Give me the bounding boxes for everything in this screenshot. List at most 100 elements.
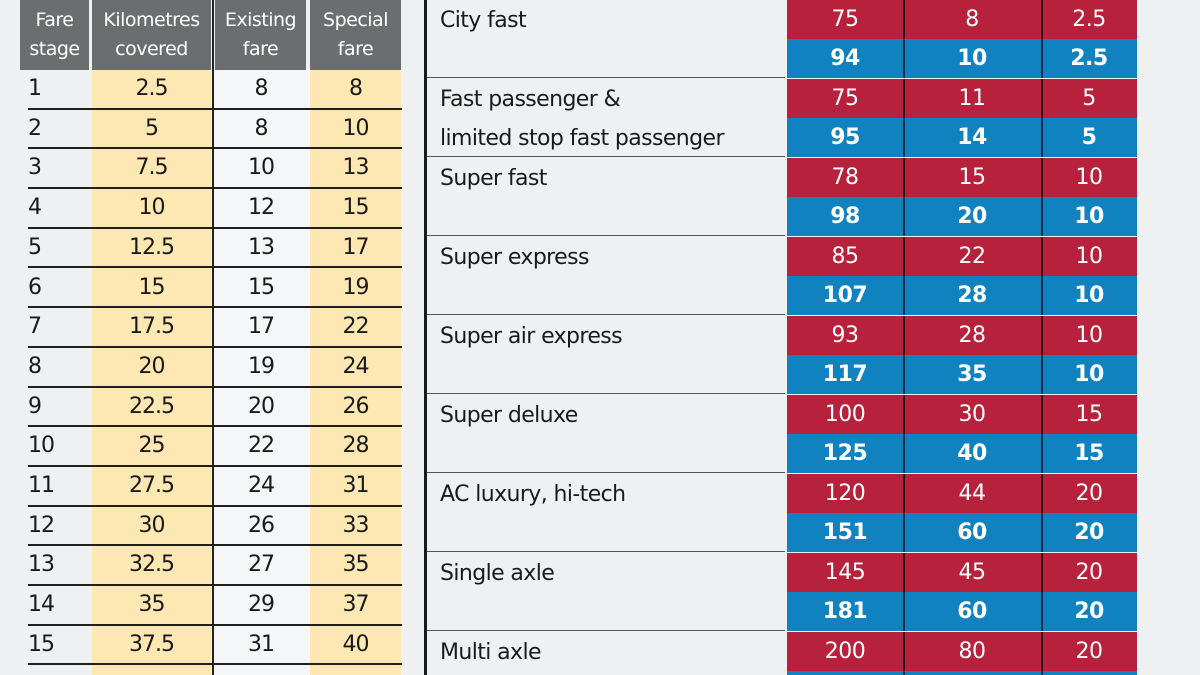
- column-divider: [1041, 474, 1043, 513]
- cell-stage: 5: [28, 234, 42, 260]
- row-divider: [28, 147, 402, 150]
- existing-value: 10: [1075, 165, 1104, 190]
- row-divider: [28, 107, 402, 110]
- cell-stage: 2: [28, 115, 42, 141]
- special-value: 151: [822, 520, 868, 545]
- column-divider: [903, 39, 905, 78]
- special-fare-row: 117 35 10: [787, 355, 1137, 394]
- column-divider: [1041, 276, 1043, 315]
- cell-special: 13: [342, 155, 370, 181]
- existing-value: 30: [958, 402, 987, 427]
- service-name: Super express: [440, 245, 589, 270]
- cell-existing: 8: [254, 115, 269, 141]
- header-existing-fare: Existing fare: [215, 0, 306, 70]
- special-value: 15: [1074, 441, 1104, 466]
- special-fare-row: 94 10 2.5: [787, 39, 1137, 78]
- column-divider: [1041, 316, 1043, 355]
- column-divider: [1041, 395, 1043, 434]
- table-row: 15 37.5 31 40: [0, 626, 402, 666]
- header-text: fare: [242, 38, 279, 60]
- table-row: 1 2.5 8 8: [0, 70, 402, 110]
- km-column-highlight: [92, 70, 211, 675]
- existing-value: 10: [1075, 323, 1104, 348]
- cell-km: 17.5: [129, 314, 175, 340]
- column-divider: [1041, 118, 1043, 157]
- service-label-cell: Fast passenger & limited stop fast passe…: [427, 78, 785, 157]
- special-value: 117: [822, 362, 868, 387]
- service-group: City fast 75 8 2.5 94 10 2.5: [424, 0, 1200, 78]
- column-divider: [903, 474, 905, 513]
- column-divider: [903, 553, 905, 592]
- existing-fare-row: 75 11 5: [787, 79, 1137, 118]
- service-label-cell: Multi axle: [427, 631, 785, 675]
- cell-existing: 20: [248, 393, 275, 419]
- table-row: 4 10 12 15: [0, 189, 402, 229]
- existing-value: 120: [824, 481, 866, 506]
- existing-fare-row: 93 28 10: [787, 316, 1137, 355]
- table-row: 7 17.5 17 22: [0, 308, 402, 348]
- column-divider: [903, 632, 905, 671]
- row-divider: [28, 385, 402, 388]
- cell-existing: 15: [248, 274, 275, 300]
- service-name: Super air express: [440, 324, 623, 349]
- special-value: 10: [1074, 204, 1104, 229]
- header-text: Existing: [224, 9, 297, 31]
- existing-value: 10: [1075, 244, 1104, 269]
- row-divider: [28, 584, 402, 587]
- table-row: 8 20 19 24: [0, 348, 402, 388]
- table-row: 12 30 26 33: [0, 507, 402, 547]
- cell-existing: 8: [254, 76, 269, 101]
- column-divider: [903, 237, 905, 276]
- existing-value: 15: [958, 165, 987, 190]
- existing-fare-row: 75 8 2.5: [787, 0, 1137, 39]
- special-value: 10: [957, 46, 987, 71]
- cell-stage: 13: [28, 552, 55, 578]
- cell-stage: 6: [28, 274, 42, 300]
- column-divider: [1041, 158, 1043, 197]
- cell-existing: 12: [248, 195, 275, 221]
- special-value: [1041, 671, 1137, 675]
- existing-fare-row: 100 30 15: [787, 395, 1137, 434]
- column-divider: [1041, 513, 1043, 552]
- row-divider: [28, 306, 402, 309]
- special-value: [904, 671, 1040, 675]
- existing-value: 2.5: [1072, 7, 1106, 32]
- service-label-cell: Single axle: [427, 552, 785, 631]
- existing-fare-row: 145 45 20: [787, 553, 1137, 592]
- service-group: Super deluxe 100 30 15 125 40 15: [424, 394, 1200, 473]
- existing-value: 22: [958, 244, 987, 269]
- cell-stage: 1: [28, 76, 42, 101]
- cell-km: 25: [138, 433, 166, 459]
- cell-stage: 9: [28, 393, 42, 419]
- cell-existing: 31: [248, 631, 275, 657]
- column-divider: [903, 671, 905, 675]
- cell-special: 37: [342, 592, 370, 618]
- existing-fare-row: 120 44 20: [787, 474, 1137, 513]
- cell-existing: 10: [248, 155, 275, 181]
- special-fare-row: 181 60 20: [787, 592, 1137, 631]
- cell-km: 10: [138, 195, 166, 221]
- service-label-cell: Super deluxe: [427, 394, 785, 473]
- row-divider: [28, 425, 402, 428]
- service-group: Fast passenger & limited stop fast passe…: [424, 78, 1200, 157]
- row-divider: [28, 504, 402, 507]
- existing-column-bg: [214, 70, 310, 675]
- column-divider: [1041, 553, 1043, 592]
- service-name: Super deluxe: [440, 403, 578, 428]
- special-value: 181: [822, 599, 868, 624]
- column-divider: [212, 0, 214, 675]
- table-row: 6 15 15 19: [0, 269, 402, 309]
- special-value: 2.5: [1070, 46, 1108, 71]
- existing-fare-row: 200 80 20: [787, 632, 1137, 671]
- row-divider: [28, 623, 402, 626]
- cell-stage: 14: [28, 592, 55, 618]
- service-fare-table: City fast 75 8 2.5 94 10 2.5 Fast passenger & l…: [424, 0, 1200, 675]
- column-divider: [1041, 355, 1043, 394]
- existing-value: 20: [1075, 481, 1104, 506]
- cell-special: 19: [342, 274, 370, 300]
- existing-value: 44: [958, 481, 987, 506]
- service-group: Single axle 145 45 20 181 60 20: [424, 552, 1200, 631]
- special-value: 20: [1074, 599, 1104, 624]
- column-divider: [1041, 434, 1043, 473]
- service-group: Super air express 93 28 10 117 35 10: [424, 315, 1200, 394]
